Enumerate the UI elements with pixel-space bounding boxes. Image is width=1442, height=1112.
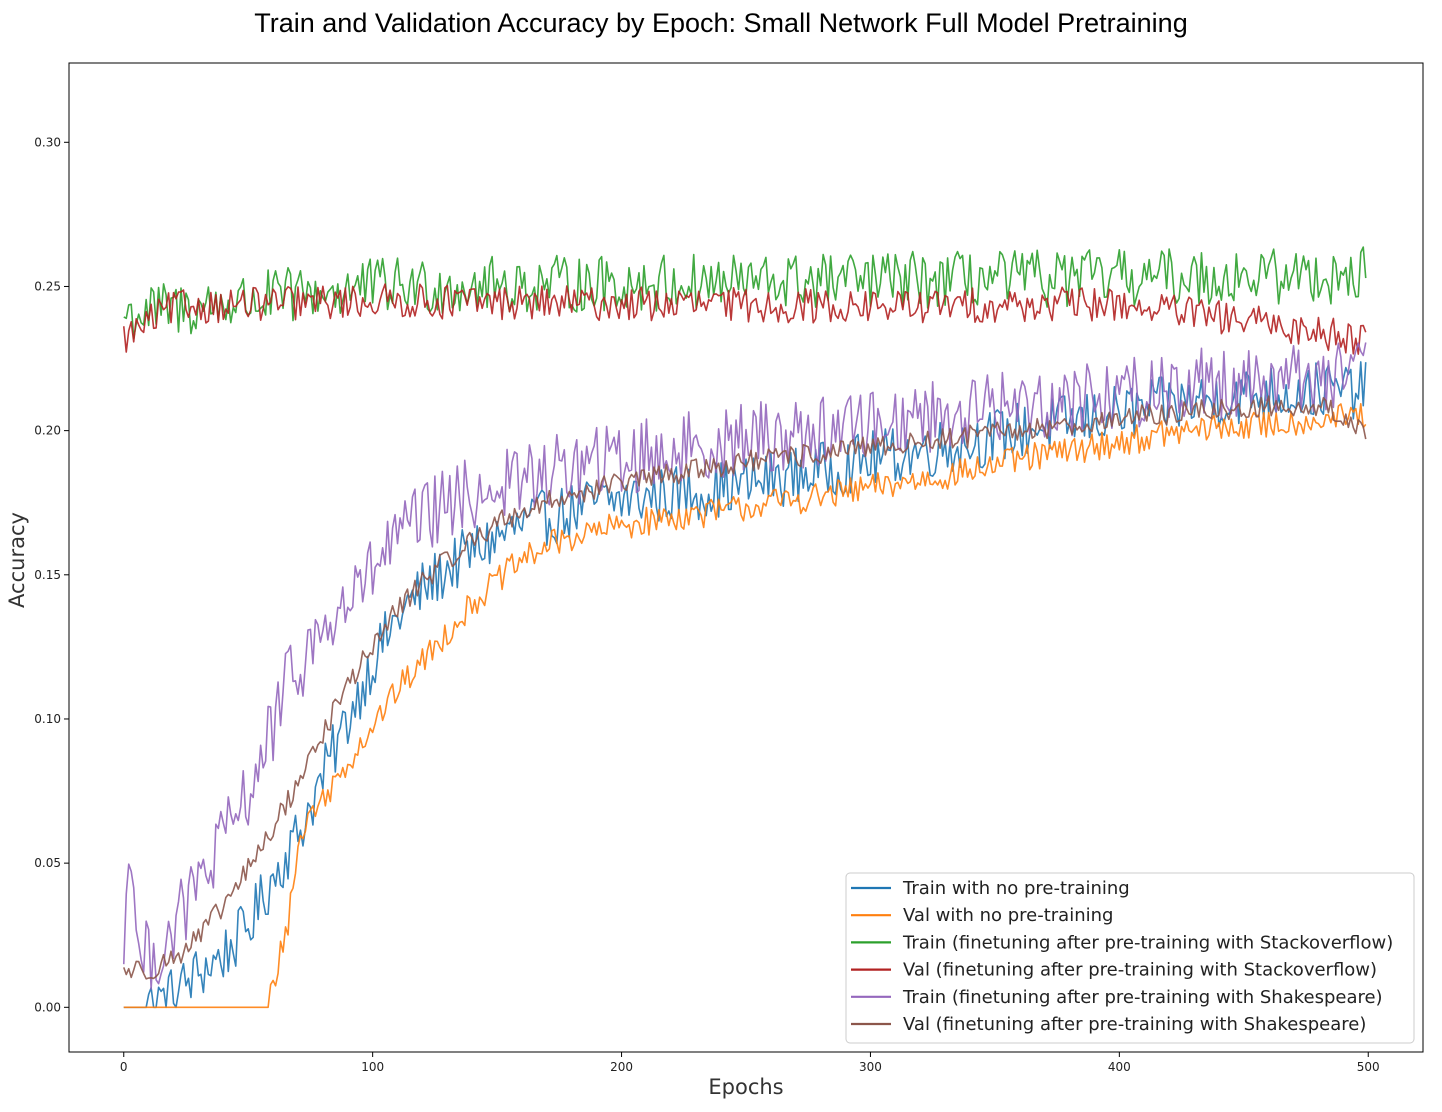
series-line (123, 395, 1367, 980)
series-line (122, 283, 1367, 355)
x-tick-label: 400 (1108, 1060, 1131, 1074)
x-axis-title: Epochs (708, 1075, 783, 1099)
legend-label: Train (finetuning after pre-training wit… (902, 987, 1383, 1008)
y-tick-label: 0.25 (34, 279, 61, 293)
legend-label: Train with no pre-training (902, 878, 1130, 899)
legend-box (845, 872, 1415, 1044)
series-line (123, 402, 1367, 1009)
legend-label: Val with no pre-training (903, 905, 1113, 926)
plot-frame (68, 62, 1424, 1053)
y-tick-label: 0.15 (34, 568, 61, 582)
x-tick-label: 500 (1357, 1060, 1380, 1074)
legend-label: Val (finetuning after pre-training with … (903, 960, 1377, 981)
x-tick-label: 0 (120, 1060, 128, 1074)
legend-label: Val (finetuning after pre-training with … (903, 1014, 1366, 1035)
ticks-layer: 0 100 200 300 400 500 0.00 0.05 0.10 0.15 0.20 0.25… (34, 135, 1379, 1074)
y-tick-label: 0.20 (34, 424, 61, 438)
legend-entries: Train with no pre-training Val with no pr… (851, 878, 1393, 1035)
x-tick-label: 200 (610, 1060, 633, 1074)
y-tick-label: 0.10 (34, 712, 61, 726)
chart-title: Train and Validation Accuracy by Epoch: … (254, 8, 1188, 38)
y-tick-label: 0.00 (34, 1000, 61, 1014)
y-axis-title: Accuracy (5, 512, 29, 608)
legend: Train with no pre-training Val with no pr… (845, 872, 1415, 1044)
series-layer (122, 246, 1367, 1009)
series-line (122, 342, 1367, 990)
y-tick-label: 0.30 (34, 135, 61, 149)
x-tick-label: 100 (361, 1060, 384, 1074)
y-tick-label: 0.05 (34, 856, 61, 870)
x-tick-label: 300 (859, 1060, 882, 1074)
legend-label: Train (finetuning after pre-training wit… (902, 932, 1393, 953)
